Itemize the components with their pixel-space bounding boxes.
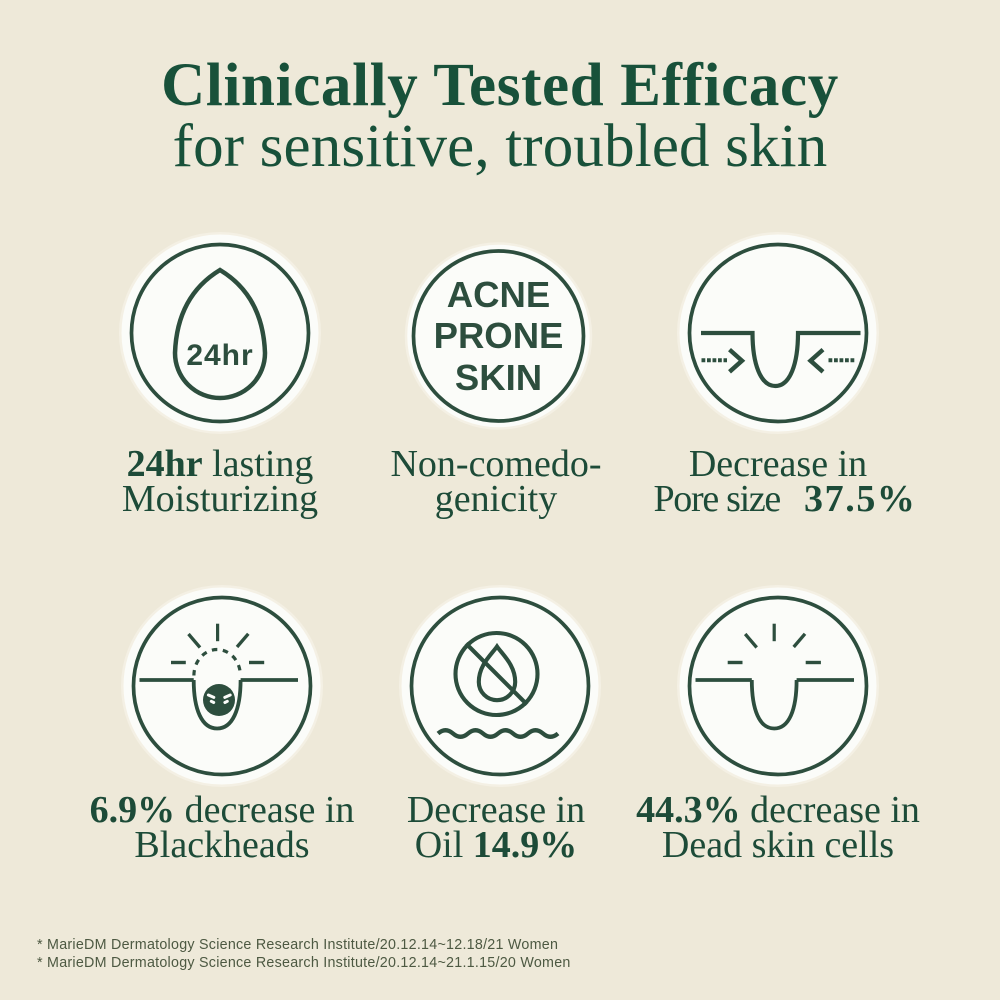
svg-text:ACNE: ACNE [447, 274, 550, 315]
svg-text:PRONE: PRONE [434, 315, 564, 356]
svg-text:SKIN: SKIN [455, 357, 542, 398]
svg-text:24hr: 24hr [186, 339, 253, 372]
